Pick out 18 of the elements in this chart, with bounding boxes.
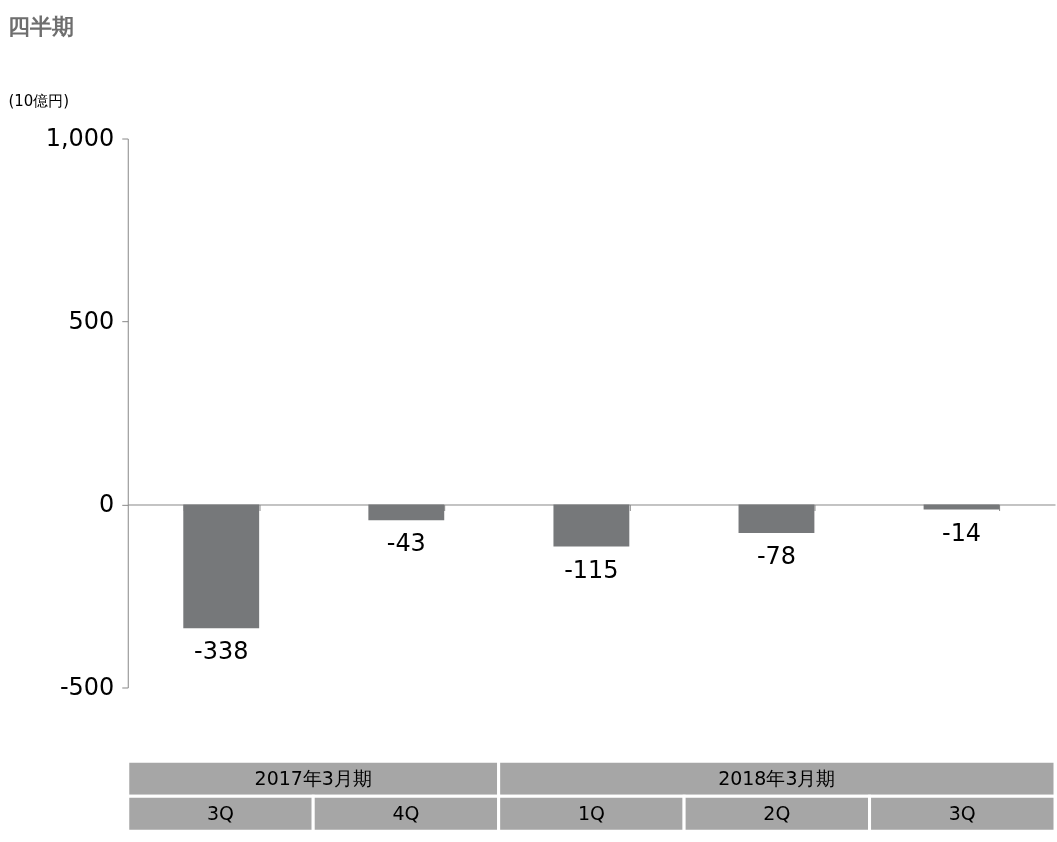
data-label: -14 bbox=[941, 518, 982, 547]
text: 2018年3月期 bbox=[718, 766, 836, 789]
x-tick-label: 3Q bbox=[948, 801, 976, 824]
y-tick-label: 500 bbox=[68, 307, 115, 335]
data-label: -115 bbox=[564, 555, 619, 584]
y-axis-title: (10億円) bbox=[8, 92, 70, 111]
y-tick-label: 1,000 bbox=[45, 124, 115, 153]
x-tick-label: 2Q bbox=[763, 801, 791, 824]
data-label: -78 bbox=[756, 541, 797, 570]
chart-title: 四半期 bbox=[7, 13, 74, 39]
data-label: -338 bbox=[194, 637, 249, 666]
x-tick-label: 4Q bbox=[392, 801, 420, 824]
data-label: -43 bbox=[386, 529, 426, 558]
y-tick-label: 0 bbox=[99, 489, 115, 518]
x-tick-label: 1Q bbox=[577, 801, 605, 824]
text: 2017年3月期 bbox=[254, 766, 372, 789]
y-tick-label: -500 bbox=[59, 672, 115, 701]
x-tick-label: 3Q bbox=[206, 801, 234, 824]
